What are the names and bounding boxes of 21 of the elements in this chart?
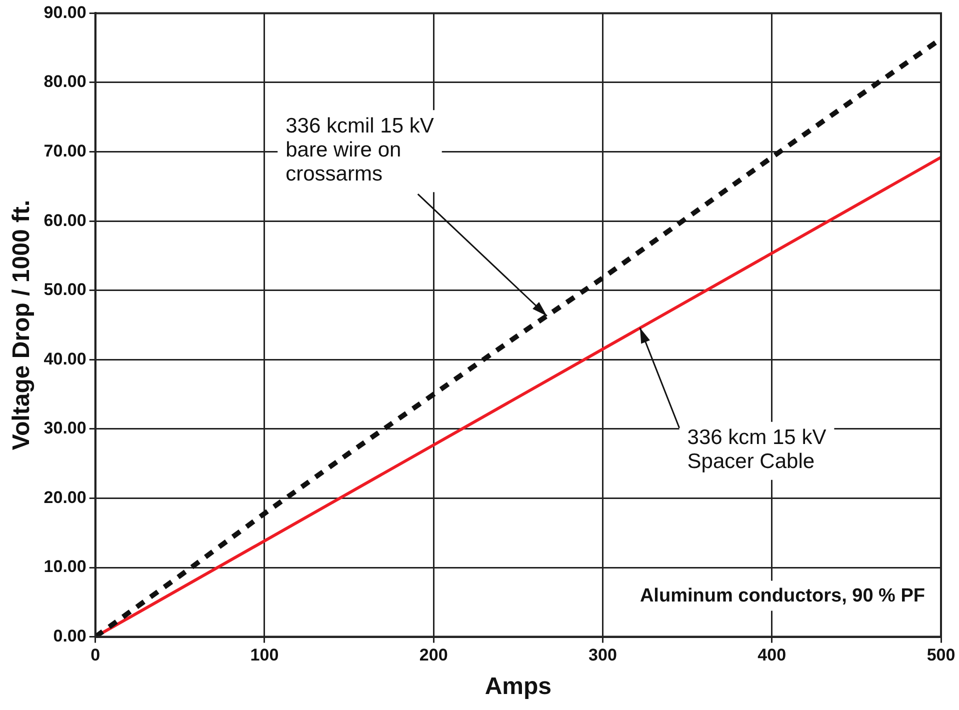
y-tick-label: 60.00: [44, 210, 86, 230]
x-tick-label: 400: [758, 646, 786, 665]
y-axis-title: Voltage Drop / 1000 ft.: [8, 200, 36, 450]
y-tick-label: 30.00: [44, 418, 86, 438]
x-axis-title: Amps: [484, 673, 552, 700]
y-tick-label: 40.00: [44, 349, 86, 368]
y-tick-label: 80.00: [44, 72, 86, 92]
annotation: 336 kcmil 15 kV bare wire on crossarms: [286, 114, 434, 186]
y-tick-label: 10.00: [44, 557, 86, 576]
x-tick-label: 0: [90, 646, 100, 665]
annotation: 336 kcm 15 kV Spacer Cable: [687, 426, 826, 474]
x-tick-label: 300: [588, 646, 617, 665]
y-tick-label: 70.00: [44, 141, 86, 160]
x-tick-label: 200: [419, 646, 448, 665]
annotation: Aluminum conductors, 90 % PF: [640, 586, 926, 607]
y-tick-label: 50.00: [44, 280, 86, 300]
y-tick-label: 20.00: [44, 488, 86, 507]
y-tick-label: 90.00: [44, 2, 86, 22]
x-tick-label: 100: [250, 646, 279, 665]
x-tick-label: 500: [926, 646, 956, 665]
y-tick-label: 0.00: [53, 626, 86, 646]
